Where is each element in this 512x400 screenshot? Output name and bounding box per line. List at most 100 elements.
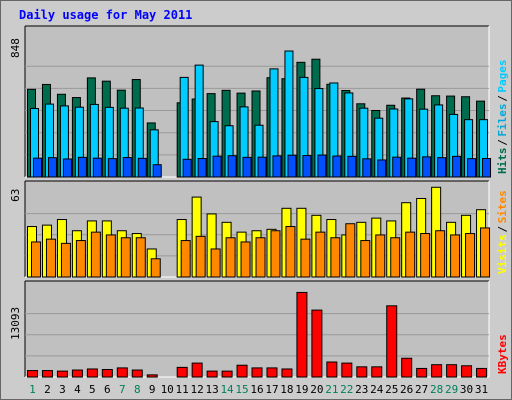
- bar-pages-day-12: [197, 157, 207, 178]
- bar-kbytes-day-15: [236, 364, 248, 378]
- bar-pages-day-29: [452, 155, 462, 178]
- bar-pages-day-2: [47, 157, 57, 178]
- bar-kbytes-day-8: [131, 369, 143, 378]
- day-label-20: 20: [310, 383, 323, 396]
- bar-sites-day-24: [375, 234, 386, 278]
- day-label-2: 2: [44, 383, 51, 396]
- bar-sites-day-17: [270, 230, 281, 278]
- bar-sites-day-9: [150, 258, 161, 278]
- bar-kbytes-day-24: [371, 366, 383, 378]
- day-label-13: 13: [205, 383, 218, 396]
- day-label-8: 8: [134, 383, 141, 396]
- day-axis: 1 2 3 4 5 6 7 8 9 10 11 12 13 14 15 16 17 18 19 20 21 22 23 24 2…: [29, 383, 488, 396]
- day-label-11: 11: [176, 383, 189, 396]
- bar-kbytes-day-28: [431, 364, 443, 378]
- bar-sites-day-13: [210, 248, 221, 278]
- bar-pages-day-21: [332, 155, 342, 178]
- day-label-6: 6: [104, 383, 111, 396]
- bar-kbytes-day-5: [86, 368, 98, 378]
- bar-pages-day-4: [77, 156, 87, 178]
- panel-legend: Visits/ Sites: [496, 190, 509, 274]
- day-label-14: 14: [220, 383, 234, 396]
- bar-kbytes-day-3: [56, 370, 68, 378]
- day-label-29: 29: [445, 383, 458, 396]
- bar-sites-day-2: [45, 238, 56, 278]
- bar-pages-day-19: [302, 155, 312, 178]
- bar-kbytes-day-2: [41, 370, 53, 378]
- day-label-31: 31: [475, 383, 488, 396]
- bar-kbytes-day-14: [221, 370, 233, 378]
- bar-sites-day-6: [105, 234, 116, 278]
- bar-kbytes-day-21: [326, 361, 338, 378]
- legend-hits: Hits: [496, 148, 509, 175]
- bar-pages-day-26: [407, 157, 417, 178]
- day-label-18: 18: [280, 383, 293, 396]
- legend-kbytes: KBytes: [496, 334, 509, 374]
- bar-pages-day-9: [152, 164, 162, 178]
- bar-sites-day-1: [31, 241, 41, 278]
- day-label-7: 7: [119, 383, 126, 396]
- bar-kbytes-day-12: [191, 362, 203, 378]
- day-label-17: 17: [265, 383, 278, 396]
- bar-kbytes-day-16: [251, 367, 263, 378]
- bar-sites-day-5: [90, 231, 101, 278]
- bar-sites-day-29: [450, 234, 461, 278]
- bar-kbytes-day-29: [446, 364, 458, 378]
- legend-separator: /: [496, 139, 509, 146]
- bar-kbytes-day-11: [176, 366, 188, 378]
- bar-kbytes-day-23: [356, 366, 368, 378]
- bar-sites-day-31: [480, 227, 491, 278]
- bar-kbytes-day-19: [296, 291, 308, 378]
- bar-kbytes-day-20: [311, 309, 323, 378]
- day-label-30: 30: [460, 383, 473, 396]
- bar-sites-day-4: [75, 240, 86, 278]
- day-label-24: 24: [370, 383, 384, 396]
- bar-pages-day-15: [242, 156, 252, 178]
- day-label-22: 22: [340, 383, 353, 396]
- legend-pages: Pages: [496, 59, 509, 92]
- panel-max-label: 848: [9, 38, 22, 58]
- legend-sites: Sites: [496, 190, 509, 223]
- bar-kbytes-day-4: [71, 369, 83, 378]
- day-label-3: 3: [59, 383, 66, 396]
- bar-sites-day-26: [405, 231, 416, 278]
- bar-pages-day-28: [437, 157, 447, 178]
- bar-kbytes-day-9: [146, 374, 158, 378]
- panel-plot-area: [25, 281, 489, 377]
- bar-pages-day-23: [362, 158, 372, 178]
- bar-kbytes-day-1: [27, 370, 38, 378]
- bar-sites-day-14: [225, 237, 236, 278]
- bar-pages-day-14: [227, 155, 237, 178]
- bar-pages-day-18: [287, 154, 297, 178]
- panel-kbytes: 13093 KBytes: [9, 280, 509, 378]
- bar-sites-day-30: [465, 233, 476, 278]
- bar-pages-day-31: [482, 157, 492, 178]
- bar-sites-day-8: [135, 237, 146, 278]
- chart-title: Daily usage for May 2011: [19, 8, 192, 22]
- bar-pages-day-25: [392, 156, 402, 178]
- panel-visits: 63 Visits/ Sites: [9, 180, 509, 278]
- day-label-5: 5: [89, 383, 96, 396]
- day-label-10: 10: [161, 383, 174, 396]
- bar-sites-day-15: [240, 241, 251, 278]
- bar-sites-day-22: [345, 223, 356, 278]
- bar-sites-day-21: [330, 237, 341, 278]
- bar-sites-day-11: [180, 240, 191, 278]
- bar-pages-day-13: [212, 155, 222, 178]
- bar-pages-day-1: [33, 157, 42, 178]
- bar-sites-day-28: [435, 230, 446, 278]
- bar-pages-day-5: [92, 157, 102, 178]
- bar-kbytes-day-6: [101, 369, 113, 378]
- bar-kbytes-day-7: [116, 367, 128, 378]
- bar-pages-day-24: [377, 159, 387, 178]
- day-label-28: 28: [430, 383, 443, 396]
- day-label-19: 19: [295, 383, 308, 396]
- bar-sites-day-7: [120, 237, 131, 278]
- bar-sites-day-19: [300, 238, 311, 278]
- bar-sites-day-23: [360, 240, 371, 278]
- bar-sites-day-3: [60, 242, 71, 278]
- legend-separator: /: [496, 95, 509, 102]
- bar-kbytes-day-22: [341, 362, 353, 378]
